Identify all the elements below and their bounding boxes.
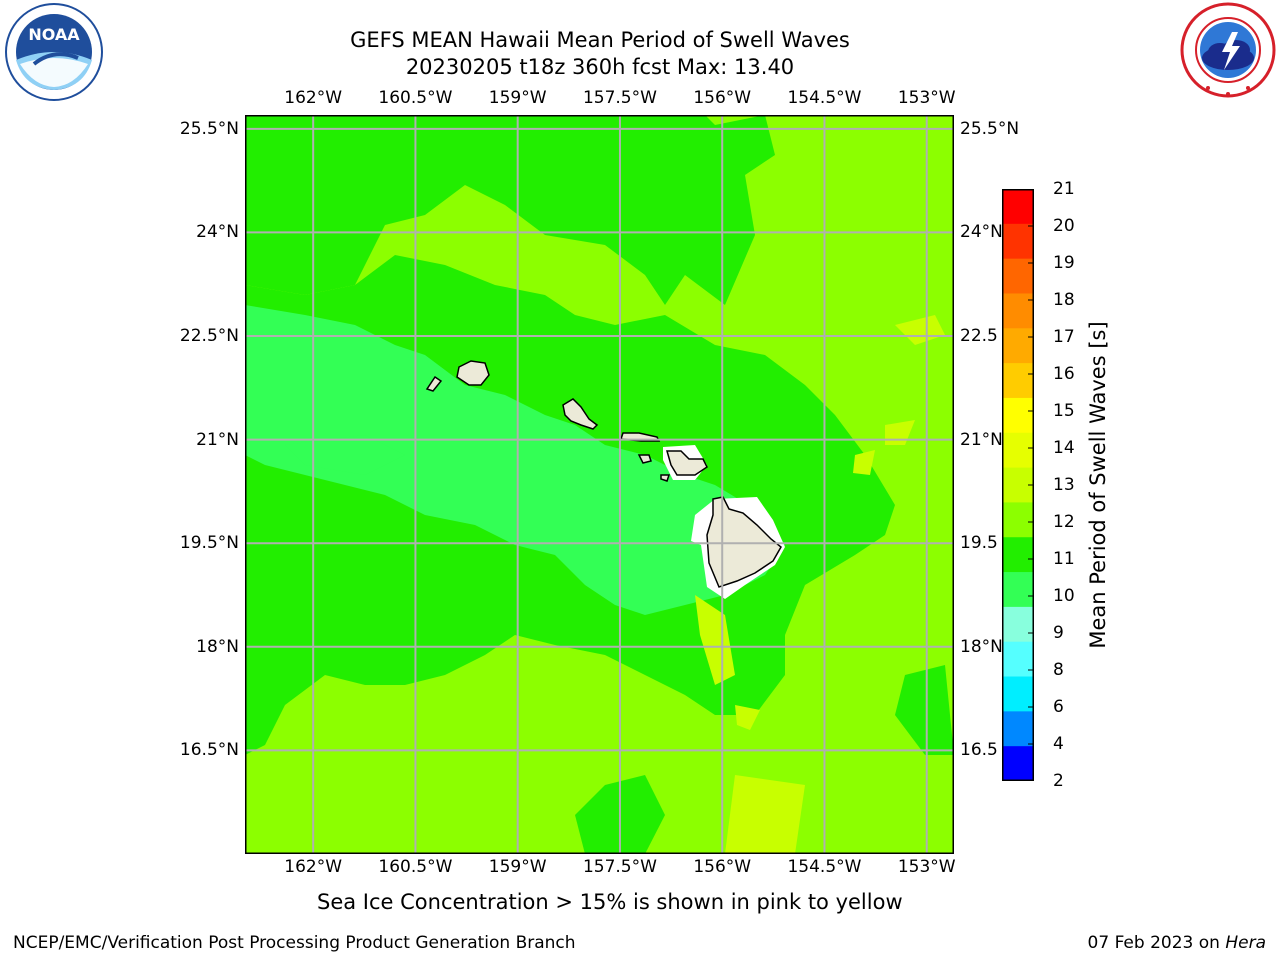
colorbar-tick-label: 15 <box>1053 401 1075 421</box>
colorbar-tick-label: 12 <box>1053 512 1075 532</box>
colorbar-tick-label: 4 <box>1053 734 1064 754</box>
footer-credit: NCEP/EMC/Verification Post Processing Pr… <box>13 933 576 953</box>
lon-tick-label: 157.5°W <box>582 857 657 877</box>
contour-11-12 <box>245 115 775 305</box>
colorbar-tick-label: 21 <box>1053 179 1075 199</box>
lon-tick-label: 154.5°W <box>787 857 862 877</box>
lat-tick-label: 18°N <box>196 636 239 657</box>
lat-tick-label: 21°N <box>196 429 239 450</box>
footer-date-text: 07 Feb 2023 on <box>1087 933 1226 953</box>
lat-tick-label: 25.5°N <box>960 118 1020 139</box>
svg-text:NOAA: NOAA <box>28 25 80 44</box>
lat-lon-grid <box>245 115 954 854</box>
contour-11-12 <box>895 665 954 755</box>
island-maui <box>666 450 708 476</box>
contour-12-13 <box>695 595 735 685</box>
colorbar-tick-label: 16 <box>1053 364 1075 384</box>
lat-tick-label: 21°N <box>960 429 1003 450</box>
swell-period-contours <box>245 115 954 854</box>
lat-tick-label: 24°N <box>196 222 239 243</box>
colorbar-segment <box>1002 711 1034 747</box>
colorbar-tick-label: 8 <box>1053 660 1064 680</box>
colorbar-tick-label: 10 <box>1053 586 1075 606</box>
island-kauai <box>456 360 490 386</box>
colorbar-tick-label: 11 <box>1053 549 1075 569</box>
contour-12-13 <box>735 705 760 730</box>
colorbar-segment <box>1002 572 1034 608</box>
colorbar-segment <box>1002 328 1034 364</box>
colorbar-tick-label: 19 <box>1053 253 1075 273</box>
colorbar <box>1002 189 1034 781</box>
contour-12-13 <box>895 315 945 345</box>
lat-tick-label: 25.5°N <box>179 118 239 139</box>
colorbar-segment <box>1002 189 1034 225</box>
island-kahoolawe <box>660 474 671 482</box>
island-niihau <box>425 375 443 392</box>
colorbar-tick-label: 13 <box>1053 475 1075 495</box>
footer-date: 07 Feb 2023 on Hera <box>1088 933 1266 953</box>
noaa-logo: NOAA <box>5 3 103 101</box>
colorbar-label: Mean Period of Swell Waves [s] <box>1086 321 1110 649</box>
contour-10-11 <box>245 305 785 615</box>
lat-tick-label: 24°N <box>960 222 1003 243</box>
lat-tick-label: 19.5°N <box>179 533 239 554</box>
colorbar-tick-label: 17 <box>1053 327 1075 347</box>
colorbar-tick-label: 9 <box>1053 623 1064 643</box>
colorbar-tick-label: 2 <box>1053 771 1064 791</box>
colorbar-segment <box>1002 258 1034 294</box>
contour-10-11 <box>285 435 405 475</box>
lon-tick-label: 162°W <box>284 88 343 108</box>
colorbar-segment <box>1002 363 1034 399</box>
lon-tick-label: 159°W <box>488 857 547 877</box>
chart-subtitle: 20230205 t18z 360h fcst Max: 13.40 <box>405 55 795 79</box>
colorbar-tick-label: 6 <box>1053 697 1064 717</box>
colorbar-segment <box>1002 397 1034 434</box>
lon-tick-label: 160.5°W <box>378 857 453 877</box>
lon-tick-label: 157.5°W <box>582 88 657 108</box>
colorbar-tick-label: 18 <box>1053 290 1075 310</box>
colorbar-segment <box>1002 502 1034 538</box>
colorbar-segment <box>1002 293 1034 329</box>
colorbar-segment <box>1002 606 1034 643</box>
colorbar-tick-label: 20 <box>1053 216 1075 236</box>
lat-tick-label: 19.5 <box>960 533 998 554</box>
footer-host: Hera <box>1225 933 1266 953</box>
island-lanai <box>637 454 652 464</box>
contour-12-13 <box>853 450 875 475</box>
nws-logo <box>1180 2 1276 98</box>
colorbar-tick-label: 14 <box>1053 438 1075 458</box>
lon-tick-label: 156°W <box>693 88 752 108</box>
lat-tick-label: 22.5°N <box>179 326 239 346</box>
lon-tick-label: 154.5°W <box>787 88 862 108</box>
lat-tick-label: 16.5 <box>960 740 998 761</box>
colorbar-segment <box>1002 746 1034 781</box>
contour-12-13 <box>725 775 805 854</box>
lat-tick-label: 22.5 <box>960 326 998 346</box>
colorbar-segment <box>1002 676 1034 712</box>
lon-tick-label: 153°W <box>897 88 956 108</box>
chart-title: GEFS MEAN Hawaii Mean Period of Swell Wa… <box>350 28 850 52</box>
island-hawaii <box>706 496 782 588</box>
map-frame <box>245 115 954 854</box>
lon-tick-label: 159°W <box>488 88 547 108</box>
colorbar-segment <box>1002 223 1034 260</box>
colorbar-segment <box>1002 641 1034 678</box>
lon-tick-label: 162°W <box>284 857 343 877</box>
lat-tick-label: 18°N <box>960 636 1003 657</box>
hawaiian-islands <box>425 360 785 599</box>
colorbar-segment <box>1002 432 1034 469</box>
lon-tick-label: 156°W <box>693 857 752 877</box>
island-oahu <box>562 398 599 430</box>
sea-ice-note: Sea Ice Concentration > 15% is shown in … <box>317 890 903 914</box>
map-plot <box>245 115 954 854</box>
lon-tick-label: 160.5°W <box>378 88 453 108</box>
colorbar-segment <box>1002 537 1034 573</box>
lon-tick-label: 153°W <box>897 857 956 877</box>
lat-tick-label: 16.5°N <box>179 740 239 761</box>
